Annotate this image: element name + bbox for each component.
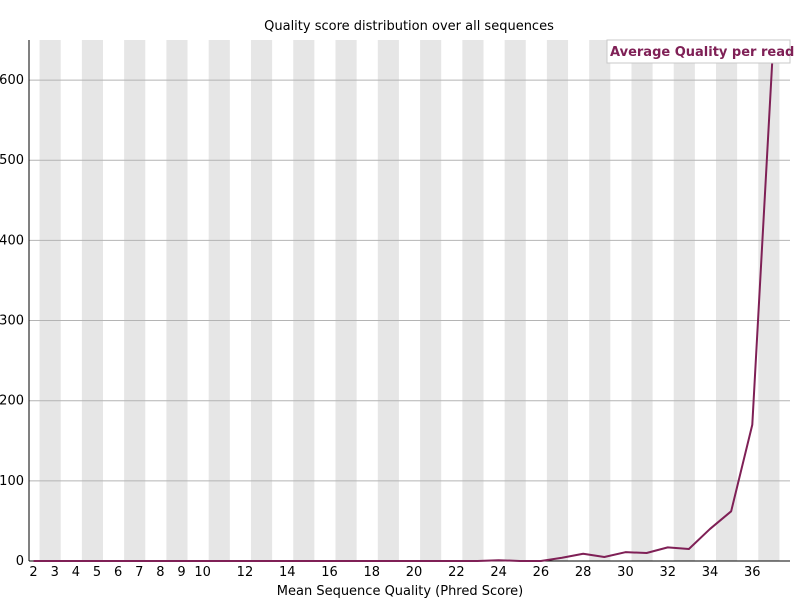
band-34 [758,40,780,561]
band-26 [589,40,611,561]
x-tick-label: 28 [575,565,592,580]
series-line-0 [33,39,775,562]
chart-title: Quality score distribution over all sequ… [264,19,554,34]
band-6 [166,40,188,561]
band-20 [462,40,484,561]
band-4 [124,40,146,561]
band-18 [420,40,442,561]
band-16 [377,40,399,561]
x-tick-label: 5 [93,565,101,580]
y-tick-label: 200 [0,394,24,409]
x-tick-label: 9 [177,565,185,580]
x-tick-label: 3 [51,565,59,580]
legend: Average Quality per read [606,39,794,64]
band-28 [631,40,653,561]
legend-entry-average-quality: Average Quality per read [610,45,794,60]
y-tick-label: 300 [0,314,24,329]
x-tick-label: 2 [29,565,37,580]
y-tick-layer: 0 100 200 300 400 500 600 [0,73,24,569]
x-tick-label: 10 [194,565,211,580]
x-tick-label: 26 [533,565,550,580]
band-32 [716,40,738,561]
y-tick-label: 100 [0,474,24,489]
y-tick-label: 400 [0,233,24,248]
gridline-layer [29,79,790,482]
band-2 [81,40,103,561]
alternating-band-layer [39,40,780,561]
band-30 [673,40,695,561]
band-24 [546,40,569,561]
x-tick-label: 32 [659,565,676,580]
x-axis-label: Mean Sequence Quality (Phred Score) [277,584,523,599]
band-14 [335,40,357,561]
x-tick-label: 16 [321,565,338,580]
x-tick-label: 14 [279,565,296,580]
x-tick-label: 20 [406,565,423,580]
x-tick-label: 34 [702,565,719,580]
x-tick-label: 24 [490,565,507,580]
band-22 [504,40,526,561]
y-tick-label: 600 [0,73,24,88]
x-tick-label: 4 [72,565,80,580]
legend-box [606,39,791,64]
x-tick-label: 7 [135,565,143,580]
band-10 [250,40,273,561]
band-12 [293,40,315,561]
x-tick-label: 8 [156,565,164,580]
y-tick-label: 0 [16,554,24,569]
x-tick-label: 22 [448,565,465,580]
x-tick-label: 36 [744,565,761,580]
x-tick-label: 6 [114,565,122,580]
y-tick-label: 500 [0,153,24,168]
x-tick-label: 30 [617,565,634,580]
band-0 [39,40,61,561]
band-8 [208,40,230,561]
x-tick-label: 18 [364,565,381,580]
x-tick-layer: 2 3 4 5 6 7 8 9 10 12 14 16 18 20 22 24 26 28 30 32 34 36 [29,565,760,580]
series-layer [33,39,775,562]
x-tick-label: 12 [237,565,254,580]
